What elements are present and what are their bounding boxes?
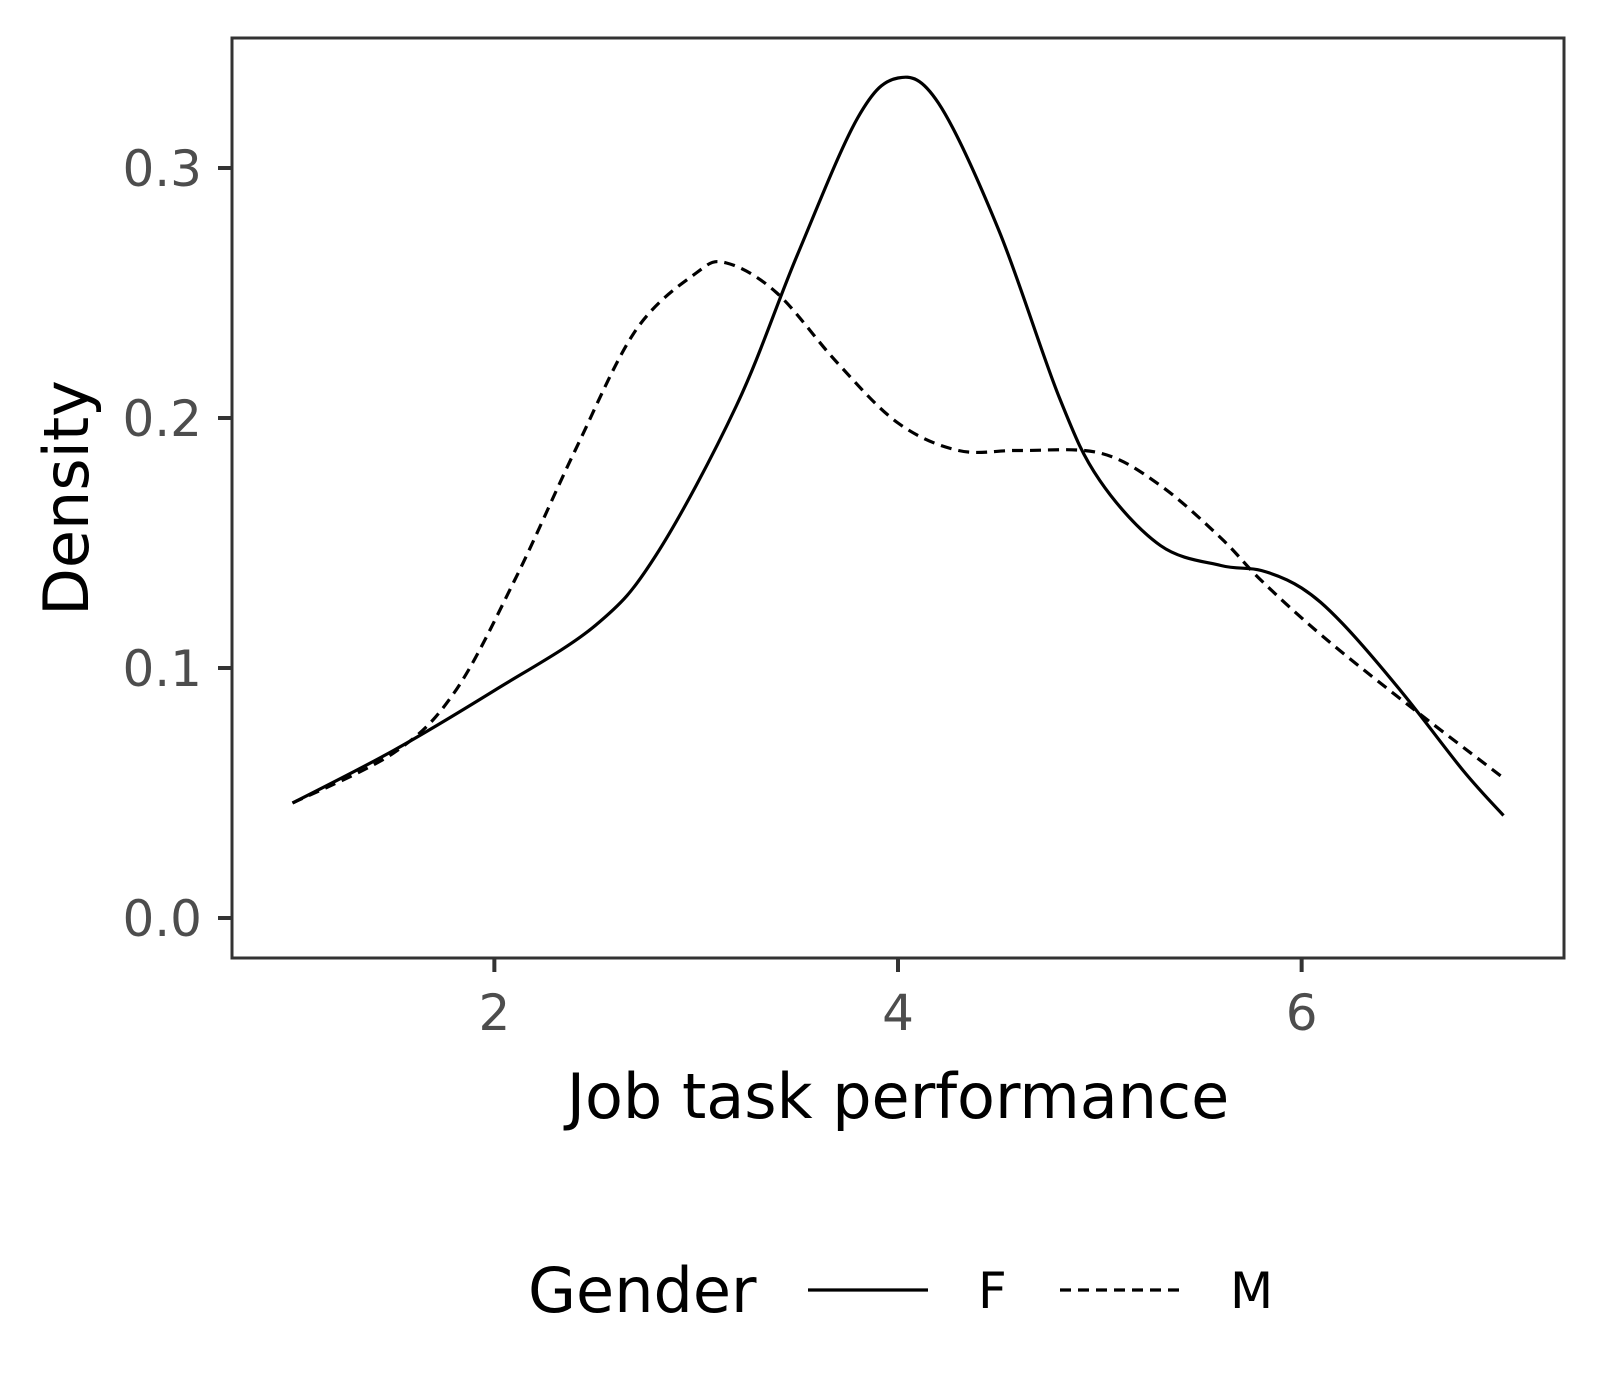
y-axis: 0.0 0.1 0.2 0.3 <box>122 140 232 948</box>
x-tick-label: 2 <box>478 984 510 1042</box>
y-axis-title: Density <box>30 380 103 616</box>
series-layer <box>291 75 1505 817</box>
plot-area <box>230 36 1566 960</box>
x-axis-title: Job task performance <box>563 1060 1230 1133</box>
panel-border <box>230 36 1566 960</box>
x-tick-label: 4 <box>882 984 914 1042</box>
series-line-m <box>291 259 1505 805</box>
y-tick-label: 0.1 <box>122 640 202 698</box>
series-line-f <box>291 75 1505 817</box>
legend-label-f: F <box>978 1262 1007 1320</box>
legend: Gender F M <box>528 1254 1273 1327</box>
legend-label-m: M <box>1230 1262 1273 1320</box>
legend-title: Gender <box>528 1254 757 1327</box>
x-tick-label: 6 <box>1286 984 1318 1042</box>
y-tick-label: 0.3 <box>122 140 202 198</box>
y-tick-label: 0.0 <box>122 890 202 948</box>
y-tick-label: 0.2 <box>122 390 202 448</box>
x-axis: 2 4 6 <box>478 958 1318 1042</box>
